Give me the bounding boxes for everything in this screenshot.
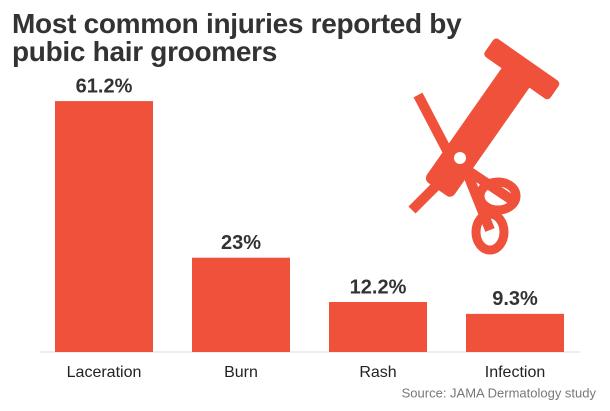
source-note: Source: JAMA Dermatology study (402, 385, 597, 400)
scissors-razor-icon (408, 38, 560, 255)
value-label: 9.3% (492, 288, 538, 310)
chart-title: Most common injuries reported by pubic h… (12, 8, 462, 67)
x-tick-label: Burn (224, 364, 258, 381)
bar (329, 301, 427, 352)
x-tick-label: Rash (359, 364, 396, 381)
x-tick-label: Laceration (67, 364, 142, 381)
value-label: 12.2% (350, 276, 407, 298)
value-label: 61.2% (76, 75, 133, 97)
value-label: 23% (221, 232, 261, 254)
bar (55, 101, 153, 352)
bar (466, 313, 564, 352)
bar (192, 257, 290, 352)
x-tick-label: Infection (485, 364, 545, 381)
